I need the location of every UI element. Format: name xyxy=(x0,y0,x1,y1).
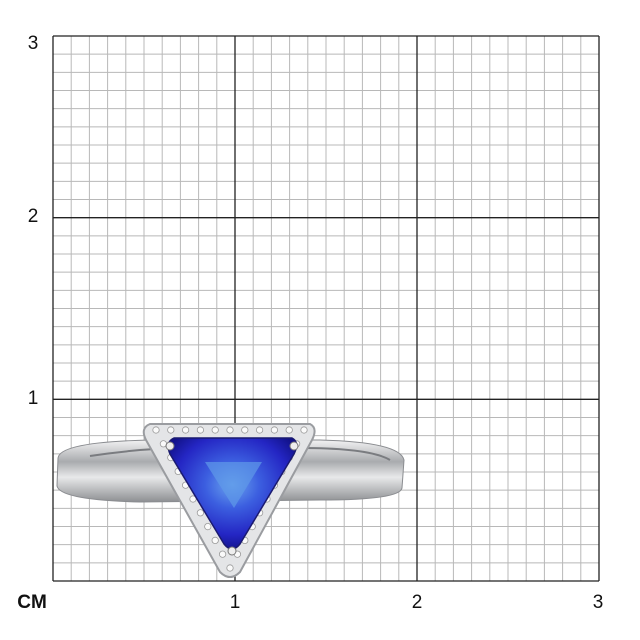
prong xyxy=(228,547,236,555)
y-tick-label: 1 xyxy=(28,388,39,410)
pave-diamond xyxy=(286,427,292,433)
pave-diamond xyxy=(301,427,307,433)
pave-diamond xyxy=(256,427,262,433)
y-tick-label: 3 xyxy=(28,33,39,55)
ring-photo xyxy=(57,424,404,577)
pave-diamond xyxy=(182,427,188,433)
pave-diamond xyxy=(205,523,211,529)
prong xyxy=(290,442,298,450)
measurement-grid xyxy=(0,0,640,640)
unit-label: CM xyxy=(17,592,47,614)
pave-diamond xyxy=(242,427,248,433)
pave-diamond xyxy=(271,427,277,433)
pave-diamond xyxy=(197,510,203,516)
pave-diamond xyxy=(219,551,225,557)
pave-diamond xyxy=(227,427,233,433)
x-tick-label: 3 xyxy=(593,592,604,614)
pave-diamond xyxy=(212,537,218,543)
prong xyxy=(166,442,174,450)
pave-diamond xyxy=(227,565,233,571)
pave-diamond xyxy=(212,427,218,433)
pave-diamond xyxy=(197,427,203,433)
x-tick-label: 1 xyxy=(230,592,241,614)
y-tick-label: 2 xyxy=(28,206,39,228)
pave-diamond xyxy=(153,427,159,433)
pave-diamond xyxy=(168,427,174,433)
x-tick-label: 2 xyxy=(412,592,423,614)
